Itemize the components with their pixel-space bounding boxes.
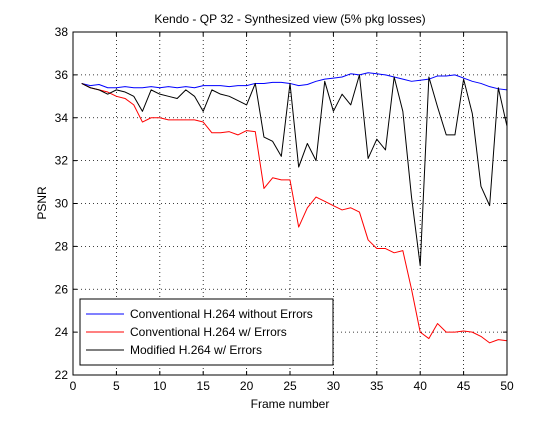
x-tick-label: 0 (70, 379, 77, 393)
series-line-2 (81, 74, 508, 267)
x-tick-label: 10 (153, 379, 167, 393)
y-tick-label: 26 (55, 282, 69, 296)
y-tick-label: 24 (55, 325, 69, 339)
legend: Conventional H.264 without Errors Convent… (79, 298, 334, 366)
series-lines (81, 72, 508, 344)
axis-ticks: 0 5 10 15 20 25 30 35 40 45 50 22 24 26 28 30 32 34 36 38 (55, 25, 514, 393)
x-tick-label: 35 (370, 379, 384, 393)
y-tick-label: 22 (55, 368, 69, 382)
y-tick-label: 30 (55, 197, 69, 211)
x-axis-label: Frame number (251, 397, 330, 411)
y-tick-label: 32 (55, 154, 69, 168)
chart-title: Kendo - QP 32 - Synthesized view (5% pkg… (154, 12, 425, 26)
x-tick-label: 50 (500, 379, 514, 393)
x-tick-label: 20 (240, 379, 254, 393)
y-tick-label: 36 (55, 68, 69, 82)
x-tick-label: 40 (414, 379, 428, 393)
y-tick-label: 34 (55, 111, 69, 125)
x-tick-label: 25 (283, 379, 297, 393)
x-tick-label: 15 (197, 379, 211, 393)
x-tick-label: 30 (327, 379, 341, 393)
y-axis-label: PSNR (35, 186, 49, 220)
x-tick-label: 45 (457, 379, 471, 393)
series-line-0 (81, 72, 508, 91)
y-tick-label: 38 (55, 25, 69, 39)
x-tick-label: 5 (113, 379, 120, 393)
legend-label-1: Conventional H.264 w/ Errors (130, 325, 287, 339)
legend-label-0: Conventional H.264 without Errors (130, 307, 313, 321)
series-line-1 (81, 83, 508, 344)
legend-label-2: Modified H.264 w/ Errors (130, 343, 262, 357)
y-tick-label: 28 (55, 239, 69, 253)
